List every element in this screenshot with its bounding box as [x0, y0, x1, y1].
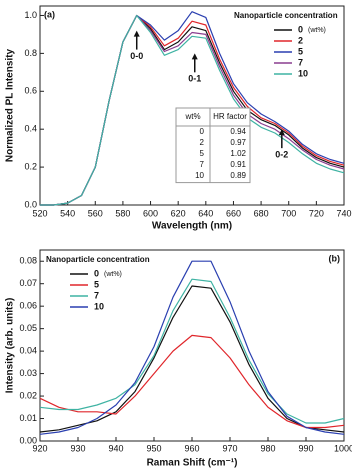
- legend-title: Nanoparticle concentration: [46, 255, 150, 264]
- legend-label: 0: [94, 268, 99, 278]
- x-tick-label: 620: [171, 208, 186, 218]
- y-tick-label: 0.2: [24, 161, 37, 171]
- table-cell: 0.89: [230, 171, 246, 180]
- legend-title: Nanoparticle concentration: [234, 11, 338, 20]
- legend-label: 2: [298, 35, 303, 45]
- annotation: 0-1: [188, 74, 201, 84]
- y-tick-label: 0.06: [19, 301, 37, 311]
- y-tick-label: 0.03: [19, 368, 37, 378]
- x-tick-label: 540: [60, 208, 75, 218]
- x-tick-label: 970: [222, 443, 237, 453]
- x-tick-label: 580: [115, 208, 130, 218]
- series-line: [40, 14, 345, 206]
- series-line: [39, 334, 345, 429]
- x-tick-label: 960: [184, 443, 199, 453]
- legend-label: 5: [94, 279, 99, 289]
- x-tick-label: 1000: [334, 443, 352, 453]
- y-tick-label: 1.0: [24, 10, 37, 20]
- table-cell: 10: [195, 171, 204, 180]
- table-cell: 0.94: [230, 127, 246, 136]
- x-tick-label: 920: [32, 443, 47, 453]
- table-cell: 7: [200, 160, 205, 169]
- arrow-head: [133, 30, 140, 37]
- y-tick-label: 0.0: [24, 199, 37, 209]
- x-axis-label: Wavelength (nm): [152, 221, 232, 232]
- legend-label: 7: [298, 57, 303, 67]
- y-tick-label: 0.08: [19, 256, 37, 266]
- y-tick-label: 0.8: [24, 48, 37, 58]
- y-tick-label: 0.02: [19, 390, 37, 400]
- series-line: [39, 285, 345, 433]
- table-header: wt%: [184, 112, 200, 121]
- x-tick-label: 740: [336, 208, 351, 218]
- table-header: HR factor: [213, 112, 247, 121]
- legend-label: 10: [94, 301, 104, 311]
- annotation: 0-0: [130, 51, 143, 61]
- x-tick-label: 640: [198, 208, 213, 218]
- series-line: [39, 278, 345, 424]
- x-tick-label: 940: [108, 443, 123, 453]
- table-cell: 2: [200, 138, 205, 147]
- x-tick-label: 680: [254, 208, 269, 218]
- y-tick-label: 0.6: [24, 86, 37, 96]
- legend-label: 10: [298, 68, 308, 78]
- x-tick-label: 660: [226, 208, 241, 218]
- y-axis-label: Intensity (arb. units): [5, 298, 16, 394]
- table-cell: 1.02: [230, 149, 246, 158]
- legend-label: 7: [94, 290, 99, 300]
- table-cell: 0.91: [230, 160, 246, 169]
- panel-label: (b): [329, 253, 341, 263]
- x-tick-label: 720: [309, 208, 324, 218]
- legend-label: 0: [298, 24, 303, 34]
- table-cell: 0.97: [230, 138, 246, 147]
- table-cell: 0: [200, 127, 205, 136]
- y-tick-label: 0.04: [19, 345, 37, 355]
- legend-unit: (wt%): [308, 27, 326, 34]
- table-box: [175, 107, 251, 184]
- x-tick-label: 520: [32, 208, 47, 218]
- x-tick-label: 930: [70, 443, 85, 453]
- series-line: [39, 260, 345, 435]
- arrow-head: [191, 53, 198, 60]
- legend-label: 5: [298, 46, 303, 56]
- x-tick-label: 600: [143, 208, 158, 218]
- y-tick-label: 0.07: [19, 278, 37, 288]
- x-tick-label: 980: [260, 443, 275, 453]
- arrow-head: [278, 129, 285, 136]
- panel-label: (a): [44, 9, 55, 19]
- annotation: 0-2: [275, 150, 288, 160]
- x-tick-label: 990: [298, 443, 313, 453]
- y-tick-label: 0.01: [19, 413, 37, 423]
- legend-unit: (wt%): [104, 271, 122, 278]
- x-tick-label: 560: [88, 208, 103, 218]
- y-tick-label: 0.05: [19, 323, 37, 333]
- table-cell: 5: [200, 149, 205, 158]
- y-tick-label: 0.4: [24, 124, 37, 134]
- x-tick-label: 700: [281, 208, 296, 218]
- y-tick-label: 0.00: [19, 435, 37, 445]
- x-axis-label: Raman Shift (cm⁻¹): [147, 458, 238, 469]
- y-axis-label: Normalized PL Intensity: [5, 48, 16, 162]
- plot-frame: [39, 5, 345, 206]
- x-tick-label: 950: [146, 443, 161, 453]
